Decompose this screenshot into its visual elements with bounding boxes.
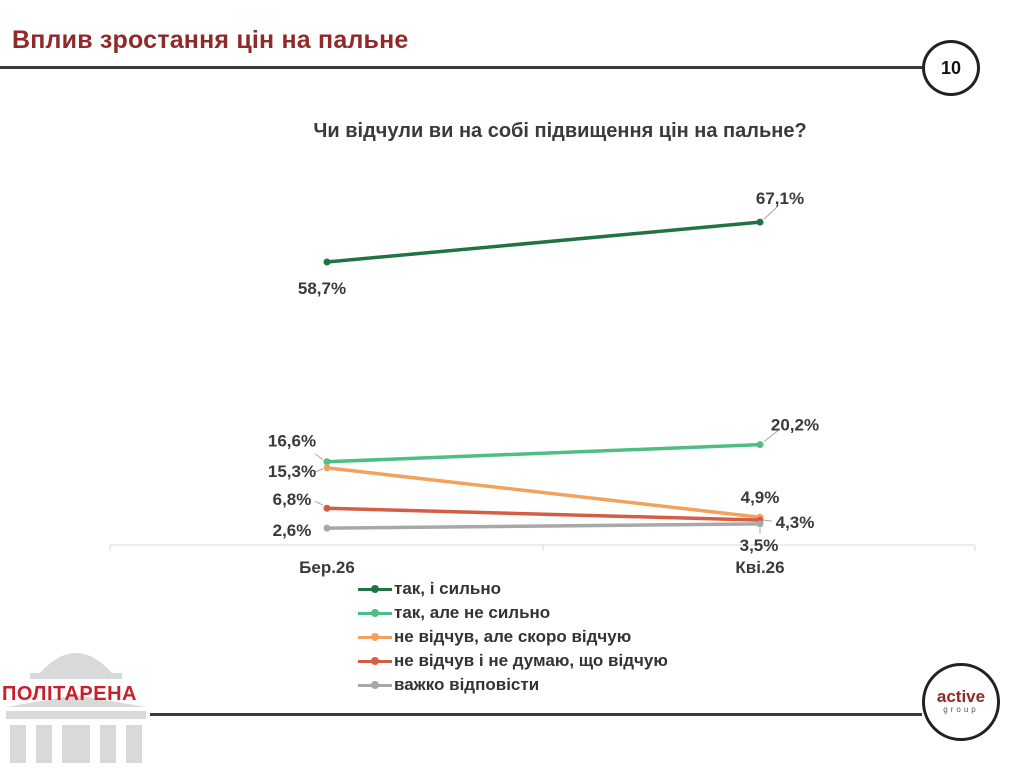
legend-item: важко відповісти (358, 673, 738, 697)
label-leader-line (763, 205, 779, 220)
label-leader-line (314, 468, 324, 473)
series-line (326, 442, 761, 464)
data-label: 6,8% (273, 490, 312, 509)
chart-title: Чи відчули ви на собі підвищення цін на … (313, 120, 806, 142)
parliament-building-icon (6, 653, 146, 763)
legend-item: не відчув і не думаю, що відчую (358, 649, 738, 673)
data-point (323, 524, 331, 532)
legend-label: важко відповісти (394, 675, 540, 694)
legend-label: не відчув, але скоро відчую (394, 627, 632, 646)
label-leader-line (763, 430, 779, 443)
legend-swatch (358, 655, 392, 667)
data-point (756, 441, 764, 449)
data-point (323, 504, 331, 512)
data-label: 20,2% (771, 416, 819, 435)
data-label: 16,6% (268, 432, 316, 451)
data-label: 15,3% (268, 462, 316, 481)
page-number-badge: 10 (922, 40, 980, 96)
legend-item: так, але не сильно (358, 601, 738, 625)
data-label: 4,9% (741, 488, 780, 507)
politarena-logo-text: ПОЛІТАРЕНА (2, 683, 137, 705)
data-point (756, 218, 764, 226)
series-line (326, 220, 761, 264)
data-point (323, 464, 331, 472)
data-point (323, 258, 331, 266)
x-tick-label: Кві.26 (735, 558, 784, 577)
legend-item: не відчув, але скоро відчую (358, 625, 738, 649)
legend-swatch (358, 607, 392, 619)
page-title: Вплив зростання цін на пальне (12, 26, 409, 54)
active-logo-subword: group (943, 705, 979, 714)
active-group-logo: active group (922, 663, 1000, 741)
data-label: 2,6% (273, 521, 312, 540)
label-leader-line (763, 519, 773, 522)
series-line (326, 522, 761, 530)
legend-swatch (358, 679, 392, 691)
header-rule (0, 66, 922, 69)
legend-label: не відчув і не думаю, що відчую (394, 651, 668, 670)
data-label: 58,7% (298, 279, 346, 298)
politarena-logo: ПОЛІТАРЕНА (0, 633, 152, 763)
footer-rule (150, 713, 922, 716)
label-leader-line (314, 453, 324, 461)
series-line (326, 466, 761, 519)
data-label: 67,1% (756, 189, 804, 208)
chart-legend: так, і сильно так, але не сильно не відч… (358, 577, 738, 697)
data-point (756, 520, 764, 528)
series-line (326, 506, 761, 522)
legend-swatch (358, 583, 392, 595)
line-chart: Чи відчули ви на собі підвищення цін на … (109, 120, 976, 577)
data-label: 4,3% (776, 513, 815, 532)
data-label: 3,5% (740, 536, 779, 555)
legend-label: так, і сильно (394, 579, 501, 598)
legend-item: так, і сильно (358, 577, 738, 601)
legend-swatch (358, 631, 392, 643)
data-point (323, 458, 331, 466)
active-logo-word: active (936, 687, 986, 706)
legend-label: так, але не сильно (394, 603, 551, 622)
x-tick-label: Бер.26 (299, 558, 355, 577)
label-leader-line (314, 500, 324, 506)
